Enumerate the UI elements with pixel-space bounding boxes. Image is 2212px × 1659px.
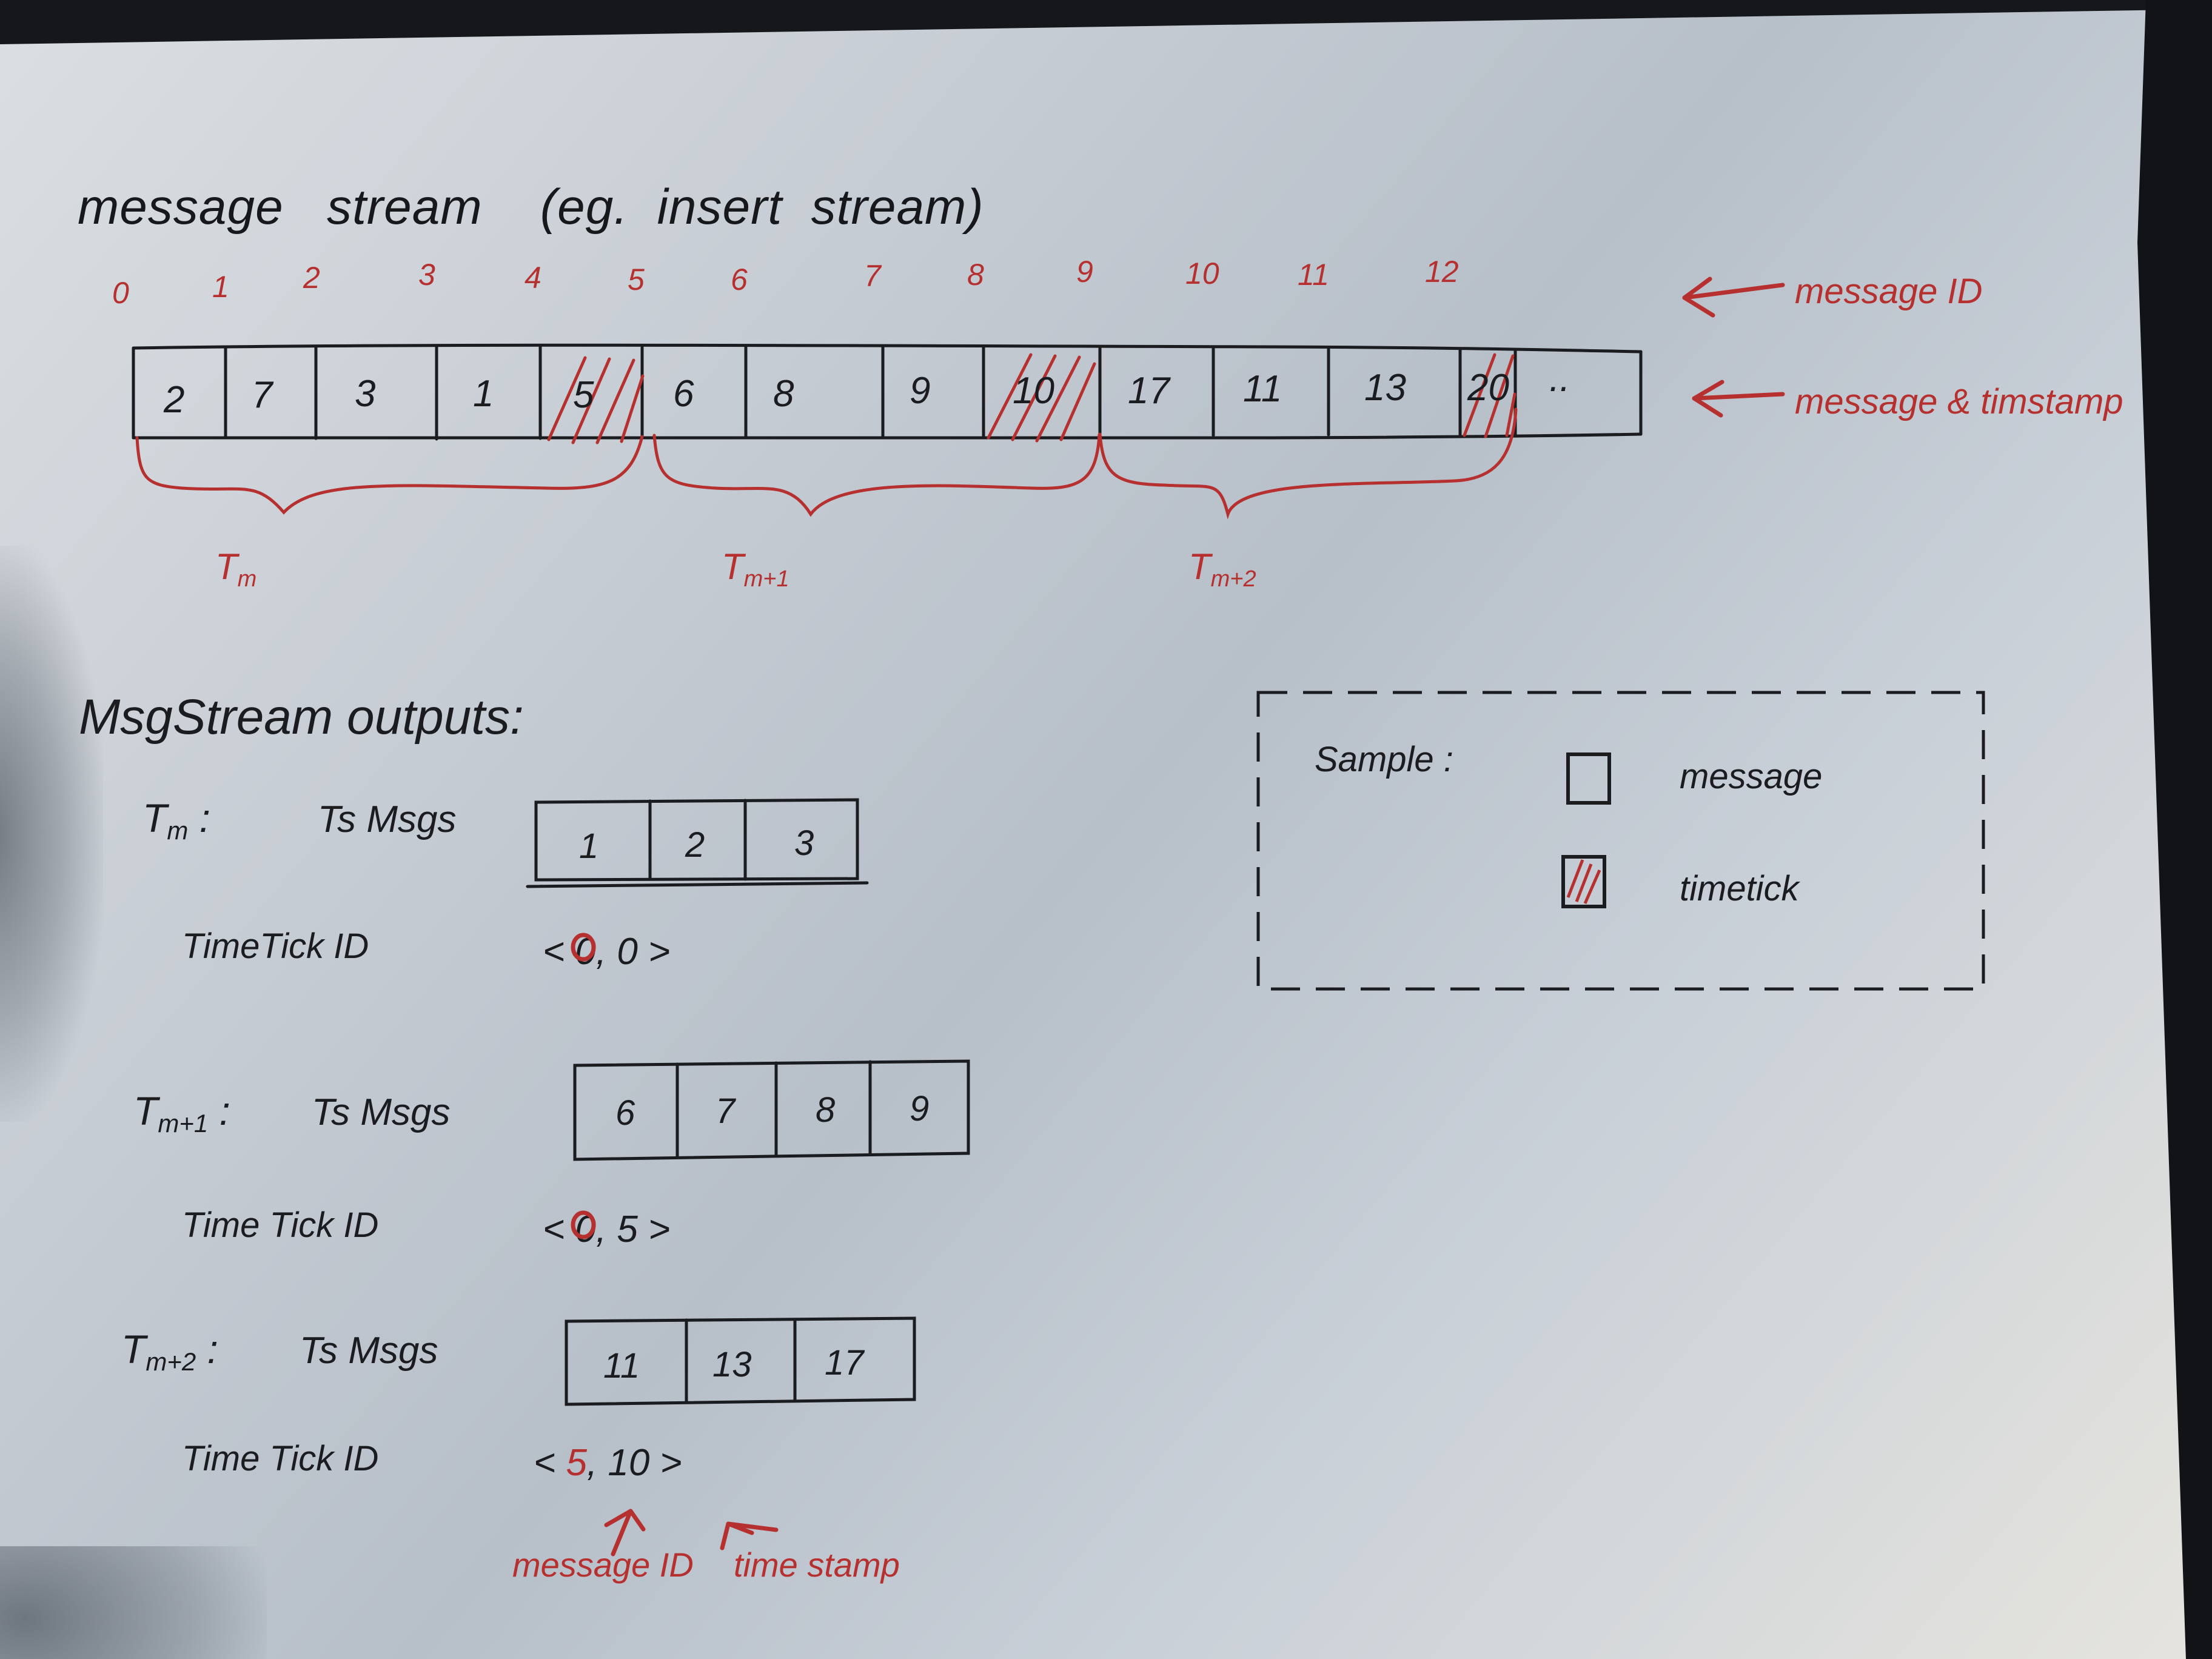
svg-text:17: 17 <box>825 1343 865 1382</box>
svg-text:..: .. <box>1549 358 1570 400</box>
svg-text:13: 13 <box>712 1345 752 1384</box>
svg-text:Time Tick ID: Time Tick ID <box>182 1205 378 1245</box>
svg-text:1: 1 <box>579 826 598 866</box>
svg-text:10: 10 <box>1185 256 1219 290</box>
svg-text:message: message <box>1680 757 1822 796</box>
svg-text:< 0, 0 >: < 0, 0 > <box>543 931 670 973</box>
svg-text:5: 5 <box>573 374 594 416</box>
svg-text:3: 3 <box>355 373 375 415</box>
svg-text:1: 1 <box>473 373 494 415</box>
svg-text:TimeTick ID: TimeTick ID <box>182 927 369 966</box>
svg-text:20: 20 <box>1467 367 1509 409</box>
svg-text:MsgStream outputs:: MsgStream outputs: <box>79 689 524 745</box>
svg-text:2: 2 <box>303 261 320 295</box>
svg-text:message & timstamp: message & timstamp <box>1795 382 2123 421</box>
svg-text:6: 6 <box>615 1093 635 1133</box>
svg-text:Tm+1 :: Tm+1 : <box>133 1088 230 1138</box>
svg-text:Ts Msgs: Ts Msgs <box>312 1091 451 1133</box>
svg-text:11: 11 <box>1243 368 1282 410</box>
svg-text:Tm: Tm <box>215 546 256 592</box>
svg-text:8: 8 <box>967 258 984 292</box>
svg-text:6: 6 <box>731 263 748 297</box>
svg-text:Tm :: Tm : <box>142 796 210 845</box>
svg-text:6: 6 <box>673 373 694 415</box>
svg-text:12: 12 <box>1425 255 1459 289</box>
svg-text:< 5, 10 >: < 5, 10 > <box>534 1442 682 1484</box>
svg-text:Tm+2 :: Tm+2 : <box>121 1327 218 1376</box>
svg-text:2: 2 <box>163 379 184 421</box>
svg-text:7: 7 <box>252 374 274 416</box>
svg-text:Sample :: Sample : <box>1315 740 1453 779</box>
svg-text:message ID: message ID <box>512 1546 694 1584</box>
svg-text:Tm+2: Tm+2 <box>1188 546 1256 592</box>
svg-text:11: 11 <box>603 1346 640 1386</box>
svg-text:timetick: timetick <box>1680 869 1801 908</box>
svg-text:message ID: message ID <box>1795 272 1982 311</box>
svg-text:5: 5 <box>628 263 645 297</box>
svg-text:2: 2 <box>685 825 705 865</box>
svg-text:9: 9 <box>910 1089 929 1128</box>
svg-text:3: 3 <box>418 258 435 292</box>
svg-text:7: 7 <box>716 1091 737 1131</box>
svg-text:< 0, 5 >: < 0, 5 > <box>543 1208 670 1250</box>
svg-text:0: 0 <box>112 276 129 310</box>
svg-text:Ts Msgs: Ts Msgs <box>300 1330 438 1372</box>
svg-text:17: 17 <box>1128 370 1171 412</box>
svg-text:8: 8 <box>773 373 794 415</box>
svg-text:1: 1 <box>212 270 229 304</box>
svg-text:time stamp: time stamp <box>734 1546 900 1584</box>
svg-text:10: 10 <box>1013 370 1054 412</box>
svg-text:9: 9 <box>1076 255 1093 289</box>
svg-text:7: 7 <box>864 259 882 293</box>
svg-text:8: 8 <box>816 1090 835 1130</box>
svg-text:13: 13 <box>1364 367 1406 409</box>
svg-text:4: 4 <box>525 261 541 295</box>
svg-text:11: 11 <box>1298 258 1329 292</box>
svg-text:Tm+1: Tm+1 <box>722 546 789 592</box>
svg-text:Time Tick ID: Time Tick ID <box>182 1439 378 1478</box>
svg-text:Ts Msgs: Ts Msgs <box>318 799 457 840</box>
svg-text:9: 9 <box>910 370 930 412</box>
svg-text:3: 3 <box>794 823 814 863</box>
